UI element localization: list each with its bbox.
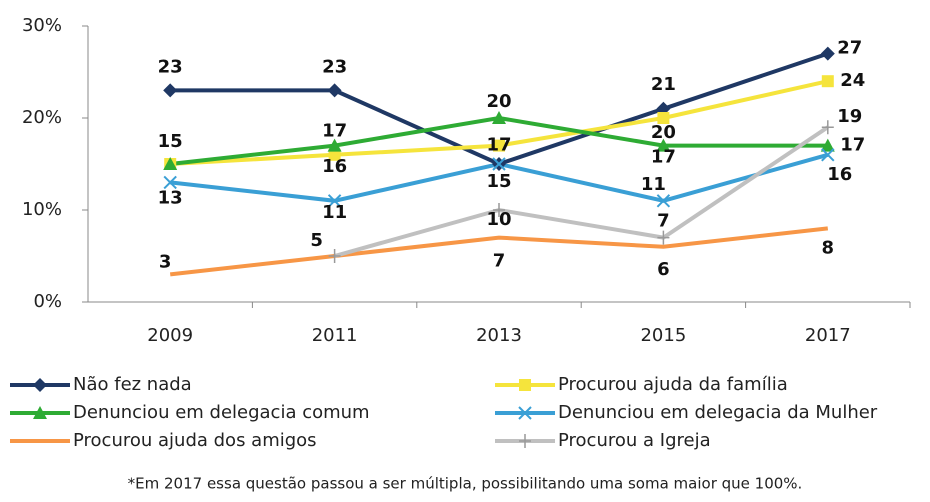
y-tick-label: 0% (33, 291, 62, 312)
data-label: 7 (657, 211, 670, 232)
marker (328, 249, 341, 263)
x-tick-label: 2017 (805, 325, 851, 346)
data-label: 21 (651, 74, 676, 95)
x-tick-label: 2009 (147, 325, 193, 346)
data-label: 17 (486, 135, 511, 156)
marker (163, 157, 178, 170)
data-label: 6 (657, 259, 670, 280)
marker (821, 148, 835, 162)
marker (493, 203, 505, 217)
y-tick-label: 20% (22, 107, 62, 128)
data-label: 16 (322, 156, 347, 177)
data-label: 16 (827, 164, 852, 185)
data-label: 23 (322, 56, 347, 77)
footnote: *Em 2017 essa questão passou a ser múlti… (128, 475, 803, 493)
series-line (169, 226, 829, 277)
data-label: 24 (840, 70, 865, 91)
marker (493, 139, 505, 152)
marker (327, 138, 342, 152)
legend-marker (33, 378, 47, 392)
legend-marker (519, 434, 531, 448)
marker (656, 138, 671, 152)
data-label: 20 (486, 91, 511, 112)
data-label: 8 (822, 237, 835, 258)
legend-marker (33, 406, 47, 419)
data-label: 17 (651, 147, 676, 168)
data-label: 11 (641, 174, 666, 195)
data-label: 15 (158, 131, 183, 152)
legend-label: Não fez nada (73, 374, 192, 395)
data-label: 17 (840, 135, 865, 156)
legend-marker (519, 379, 531, 391)
series-line (334, 125, 829, 258)
marker (821, 75, 834, 88)
y-tick-label: 10% (22, 199, 62, 220)
legend-label: Procurou a Igreja (558, 430, 711, 451)
marker (656, 194, 671, 208)
legend-marker (518, 406, 532, 420)
marker (820, 138, 835, 152)
legend-label: Denunciou em delegacia da Mulher (558, 402, 878, 423)
marker (657, 112, 670, 124)
marker (163, 175, 177, 190)
data-label: 11 (322, 202, 347, 223)
data-label: 5 (310, 230, 323, 251)
x-tick-label: 2013 (476, 325, 522, 346)
marker (327, 194, 342, 208)
marker (163, 83, 178, 98)
data-label: 20 (651, 122, 676, 143)
data-label: 3 (159, 251, 172, 272)
marker (328, 148, 341, 161)
y-tick-label: 30% (22, 15, 62, 36)
marker (327, 83, 342, 98)
data-label: 17 (322, 121, 347, 142)
legend-label: Procurou ajuda dos amigos (73, 430, 317, 451)
data-label: 15 (486, 171, 511, 192)
marker (492, 111, 506, 124)
data-label: 10 (486, 209, 511, 230)
legend-label: Procurou ajuda da família (558, 374, 788, 395)
x-tick-label: 2015 (640, 325, 686, 346)
data-label: 27 (837, 38, 862, 59)
data-label: 7 (493, 251, 506, 272)
data-label: 19 (837, 106, 862, 127)
data-label: 23 (158, 56, 183, 77)
marker (657, 230, 670, 245)
marker (492, 157, 506, 171)
legend-label: Denunciou em delegacia comum (73, 402, 370, 423)
x-tick-label: 2011 (312, 325, 358, 346)
marker (820, 46, 835, 61)
marker (821, 120, 834, 135)
data-label: 13 (158, 187, 183, 208)
